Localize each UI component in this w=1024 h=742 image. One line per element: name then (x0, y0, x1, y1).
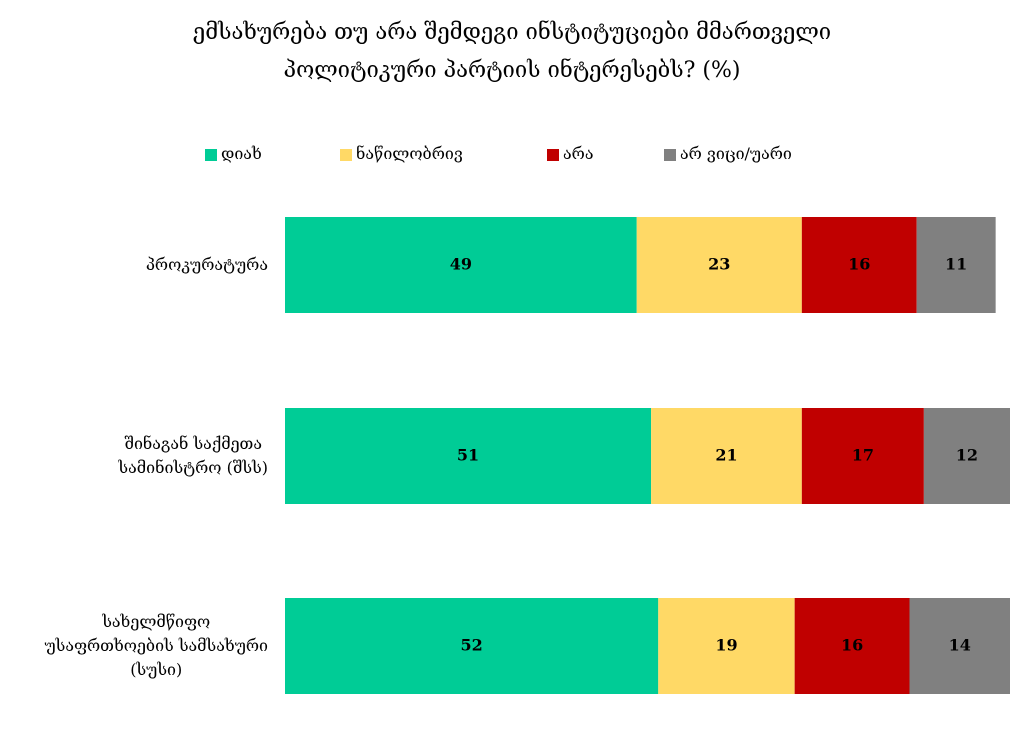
bar-segment (636, 217, 802, 313)
bar-segment (285, 598, 659, 694)
legend-swatch (664, 149, 676, 161)
category-label: პროკურატურა (145, 255, 268, 274)
data-label: 11 (945, 255, 967, 274)
data-label: 16 (848, 255, 870, 274)
category-label: სახელმწიფო უსაფრთხოების სამსახური (სუსი) (44, 612, 268, 679)
data-label: 23 (708, 255, 730, 274)
bar-segment (658, 598, 795, 694)
data-label: 49 (450, 255, 472, 274)
legend-label: დიახ (221, 144, 262, 163)
legend-label: არა (563, 144, 594, 163)
legend-label: არ ვიცი/უარი (680, 144, 792, 163)
bar-segment (916, 217, 996, 313)
bar-segment (801, 408, 924, 504)
data-label: 51 (457, 446, 479, 465)
legend-swatch (205, 149, 217, 161)
chart-title: ემსახურება თუ არა შემდეგი ინსტიტუციები მ… (192, 20, 832, 83)
bar-segment (909, 598, 1010, 694)
data-label: 16 (841, 636, 863, 655)
bar-segment (801, 217, 917, 313)
category-label: შინაგან საქმეთა სამინისტრო (შსს) (118, 434, 268, 477)
data-label: 19 (715, 636, 737, 655)
bar-segment (651, 408, 802, 504)
legend-swatch (547, 149, 559, 161)
bar-segment (794, 598, 910, 694)
bar-segment (285, 408, 652, 504)
legend-swatch (340, 149, 352, 161)
data-label: 14 (949, 636, 971, 655)
data-label: 52 (461, 636, 483, 655)
legend-label: ნაწილობრივ (356, 144, 463, 163)
data-label: 12 (956, 446, 978, 465)
bar-segment (285, 217, 637, 313)
data-label: 17 (852, 446, 874, 465)
bar-segment (923, 408, 1010, 504)
data-label: 21 (715, 446, 737, 465)
